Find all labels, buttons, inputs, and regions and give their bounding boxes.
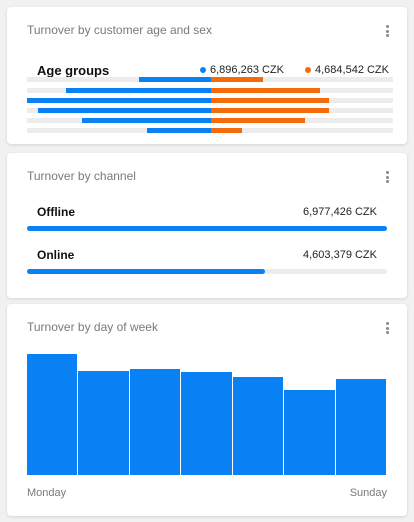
pyramid-row (27, 118, 393, 123)
bar-wednesday (129, 368, 181, 475)
day-of-week-card: Turnover by day of week Monday Sunday (7, 304, 407, 516)
channel-track-online (27, 269, 387, 274)
card-title: Turnover by day of week (27, 320, 158, 334)
pyramid-row (27, 88, 393, 93)
legend-female-label: 4,684,542 CZK (315, 64, 389, 76)
bar-tuesday (78, 370, 129, 475)
pyramid-bar-male (38, 108, 211, 113)
pyramid-bar-male (65, 88, 211, 93)
legend-female: 4,684,542 CZK (305, 64, 389, 76)
day-of-week-chart (27, 354, 387, 475)
channel-card: Turnover by channel Offline 6,977,426 CZ… (7, 153, 407, 298)
bar-thursday (181, 372, 232, 475)
bar-sunday (335, 379, 386, 475)
channel-bar-online (27, 269, 265, 274)
pyramid-row (27, 77, 393, 82)
legend-male-label: 6,896,263 CZK (210, 64, 284, 76)
card-title: Turnover by channel (27, 169, 136, 183)
channel-bar-offline (27, 226, 387, 231)
pyramid-bar-male (82, 118, 211, 123)
pyramid-row (27, 108, 393, 113)
bar-saturday (284, 390, 335, 475)
age-groups-heading: Age groups (37, 63, 110, 78)
more-options-icon[interactable] (385, 322, 389, 334)
legend-male: 6,896,263 CZK (200, 64, 284, 76)
pyramid-bar-female (211, 118, 305, 123)
pyramid-row (27, 98, 393, 103)
pyramid-bar-female (211, 128, 243, 133)
pyramid-bar-female (211, 108, 329, 113)
more-options-icon[interactable] (385, 171, 389, 183)
bar-monday (27, 354, 78, 475)
pyramid-row (27, 128, 393, 133)
pyramid-bar-female (211, 77, 263, 82)
pyramid-bar-male (27, 98, 211, 103)
x-axis-label-first: Monday (27, 487, 67, 499)
bar-friday (232, 377, 284, 475)
legend-dot (305, 67, 311, 73)
pyramid-bar-male (139, 77, 211, 82)
channel-track-offline (27, 226, 387, 231)
age-sex-card: Turnover by customer age and sex Age gro… (7, 7, 407, 144)
more-options-icon[interactable] (385, 25, 389, 37)
pyramid-bar-male (146, 128, 211, 133)
channel-value-online: 4,603,379 CZK (303, 249, 377, 261)
channel-label-online: Online (37, 248, 75, 262)
channel-value-offline: 6,977,426 CZK (303, 206, 377, 218)
channel-label-offline: Offline (37, 205, 75, 219)
pyramid-bar-female (211, 98, 329, 103)
legend-dot (200, 67, 206, 73)
pyramid-bar-female (211, 88, 320, 93)
card-title: Turnover by customer age and sex (27, 23, 212, 37)
x-axis-label-last: Sunday (349, 487, 387, 499)
